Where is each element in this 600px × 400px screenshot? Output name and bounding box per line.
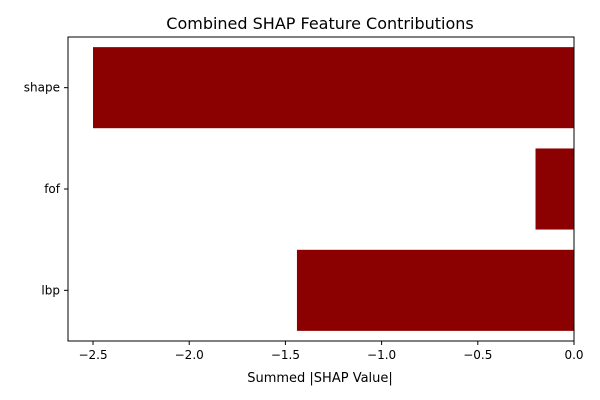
- x-tick-label: −1.5: [271, 348, 300, 362]
- bar-fof: [535, 148, 574, 230]
- x-tick-label: −1.0: [367, 348, 396, 362]
- bar-lbp: [296, 249, 574, 331]
- y-tick-label-fof: fof: [44, 182, 61, 196]
- plot-area: [93, 47, 574, 331]
- x-tick-label: −0.5: [463, 348, 492, 362]
- y-tick-label-shape: shape: [24, 81, 60, 95]
- bar-shape: [93, 47, 574, 129]
- y-tick-label-lbp: lbp: [41, 283, 60, 297]
- chart-title: Combined SHAP Feature Contributions: [166, 14, 473, 33]
- x-tick-label: −2.0: [175, 348, 204, 362]
- x-axis-label: Summed |SHAP Value|: [247, 371, 393, 386]
- x-tick-label: 0.0: [564, 348, 583, 362]
- y-axis: shape fof lbp: [24, 81, 68, 297]
- x-tick-label: −2.5: [78, 348, 107, 362]
- x-axis: −2.5 −2.0 −1.5 −1.0 −0.5 0.0: [78, 341, 584, 362]
